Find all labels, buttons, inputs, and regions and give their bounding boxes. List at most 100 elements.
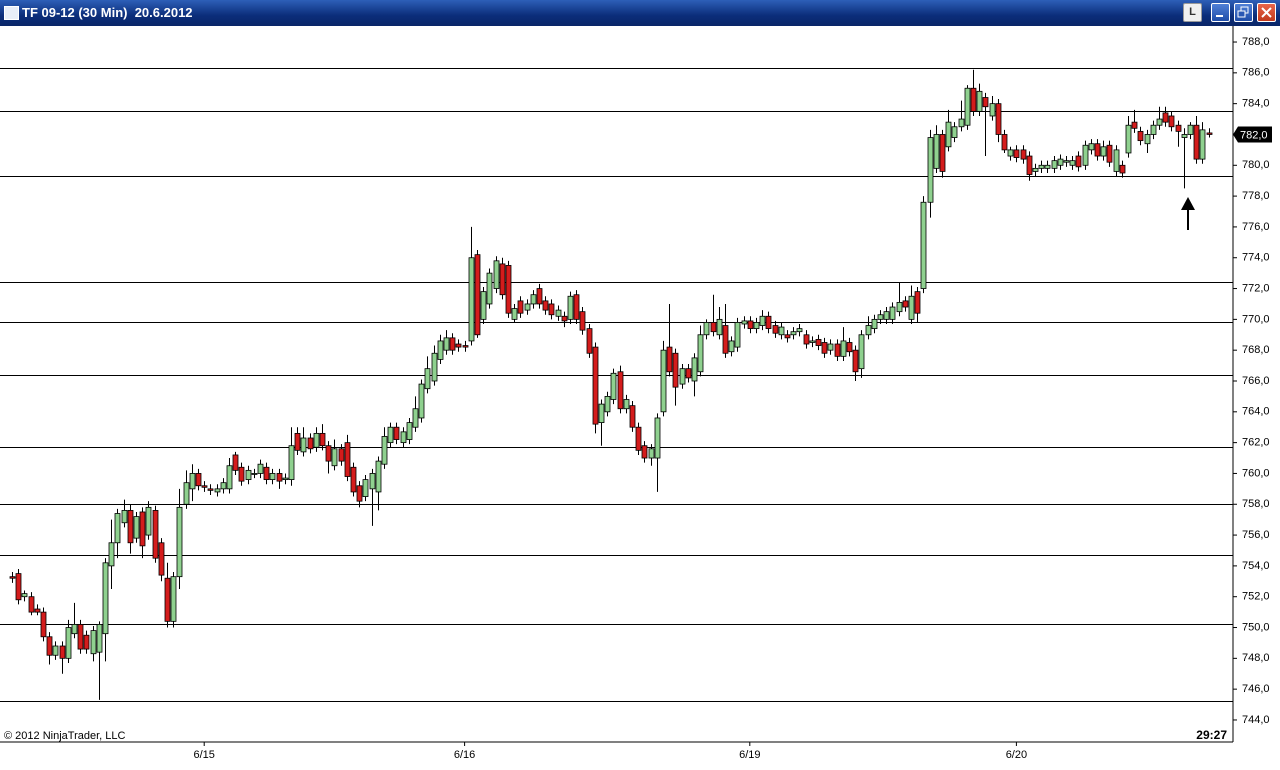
candle-body [257,463,264,474]
arrow-head [1181,197,1195,210]
candle-body [220,482,227,490]
y-tick-label: 768,0 [1242,344,1270,356]
candle-body [331,448,338,467]
candle-body [1088,143,1095,151]
candle-body [1206,132,1213,135]
candle-body [542,300,549,311]
candle-body [59,645,66,659]
link-button[interactable]: L [1183,3,1202,22]
candle-body [189,473,196,490]
candle-body [269,473,276,481]
candle-body [1168,115,1175,128]
candle-body [96,624,103,653]
candle-body [958,118,965,128]
candle-body [610,372,617,400]
candle-body [666,346,673,373]
candle-body [462,345,469,348]
title-bar: TF 09-12 (30 Min) 20.6.2012 L [0,0,1280,26]
y-tick-label: 770,0 [1242,313,1270,325]
candle-body [722,325,729,354]
candle-body [102,562,109,635]
candle-body [393,426,400,440]
y-tick-label: 752,0 [1242,591,1270,603]
candle-body [90,630,97,655]
candle-body [679,368,686,385]
candle-body [995,103,1002,135]
candle-body [710,322,717,333]
candle-body [511,308,518,320]
candle-body [52,645,59,656]
candle-body [375,460,382,493]
candle-body [381,436,388,465]
close-button[interactable] [1257,3,1276,22]
candle-body [964,87,971,126]
candle-body [524,303,531,311]
y-tick-label: 784,0 [1242,98,1270,110]
candle-body [449,337,456,351]
window-icon [4,6,19,20]
watermark: © 2012 NinjaTrader, LLC [4,730,125,742]
candle-body [1119,164,1126,174]
candle-body [307,437,314,450]
candle-body [276,473,283,482]
candle-body [840,340,847,357]
minimize-icon [1216,15,1223,17]
candle-body [908,295,915,320]
restore-icon [1237,6,1249,18]
y-tick-label: 760,0 [1242,467,1270,479]
candle-body [15,573,22,601]
candle-body [139,511,146,547]
candle-body [784,334,791,339]
candle-body [672,352,679,388]
candle-body [9,576,16,579]
y-tick-label: 758,0 [1242,498,1270,510]
candle-body [145,506,152,536]
x-tick-label: 6/19 [739,749,760,761]
candle-body [896,302,903,313]
candle-body [1131,121,1138,129]
candle-body [548,303,555,316]
candle-body [517,300,524,314]
candle-body [697,334,704,373]
candle-body [902,300,909,308]
candle-body [852,349,859,373]
candle-body [747,320,754,330]
candles [9,69,1213,700]
candle-body [1106,144,1113,163]
y-tick-label: 776,0 [1242,221,1270,233]
y-tick-label: 786,0 [1242,67,1270,79]
candle-body [765,315,772,330]
candle-body [28,596,35,613]
candle-body [214,488,221,493]
candle-body [1137,130,1144,142]
candle-body [437,340,444,360]
x-tick-label: 6/20 [1006,749,1027,761]
restore-button[interactable] [1234,3,1253,22]
candle-body [1013,149,1020,158]
candle-body [65,627,72,659]
candle-body [1007,149,1014,157]
candle-body [703,322,710,336]
candle-body [468,257,475,342]
candle-body [226,465,233,490]
candle-body [555,309,562,317]
candle-body [455,343,462,348]
candle-body [815,338,822,346]
candle-body [617,371,624,410]
candle-body [412,408,419,428]
candle-body [858,334,865,370]
y-tick-label: 762,0 [1242,437,1270,449]
candle-body [685,368,692,379]
candle-body [21,593,28,598]
candle-body [1113,149,1120,172]
candle-body [1162,112,1169,123]
candle-body [1175,124,1182,132]
candle-body [809,340,816,343]
candle-body [71,624,78,635]
candle-body [1020,149,1027,160]
minimize-button[interactable] [1211,3,1230,22]
candle-body [362,479,369,497]
candle-body [939,134,946,172]
last-price-label: 782,0 [1240,129,1268,141]
